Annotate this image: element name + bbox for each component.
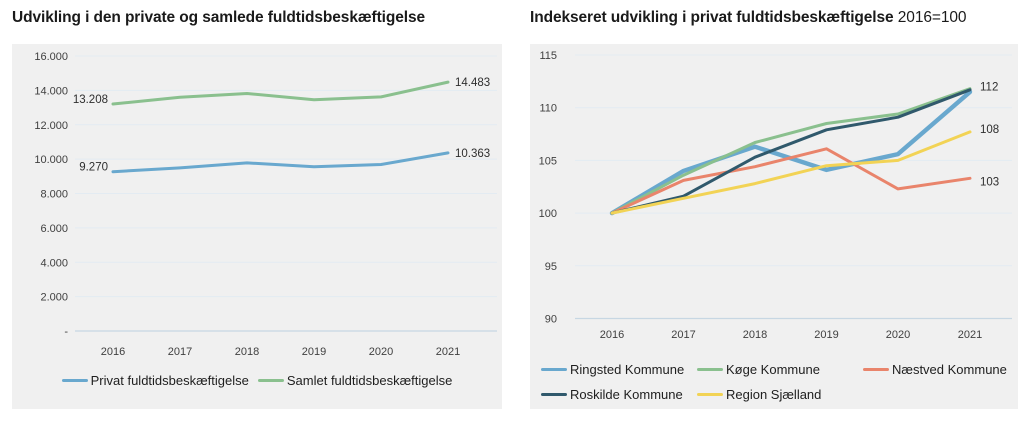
x-tick-label: 2017 (168, 346, 192, 358)
y-tick-label: 110 (539, 103, 557, 115)
legend-label: Næstved Kommune (892, 362, 1007, 377)
legend-item: Privat fuldtidsbeskæftigelse (61, 373, 249, 388)
legend-line-swatch (697, 392, 723, 397)
legend-line-swatch (541, 392, 567, 397)
x-tick-label: 2021 (958, 329, 982, 341)
series-line (111, 80, 450, 106)
x-tick-label: 2019 (302, 346, 326, 358)
series-end-value-label: 108 (980, 124, 999, 136)
legend-item: Roskilde Kommune (541, 387, 697, 402)
y-tick-label: 115 (539, 50, 557, 62)
series-end-value-label: 14.483 (455, 77, 490, 89)
x-tick-label: 2018 (235, 346, 259, 358)
x-tick-label: 2019 (814, 329, 838, 341)
line-chart-svg: 16.000 14.000 12.000 10.000 8.000 6.000 4.000 2… (34, 51, 497, 358)
legend-label: Privat fuldtidsbeskæftigelse (90, 373, 249, 388)
x-tick-label: 2016 (101, 346, 125, 358)
y-tick-label: 4.000 (40, 257, 68, 269)
y-tick-label: 12.000 (34, 120, 68, 132)
y-tick-label: 8.000 (40, 189, 68, 201)
series-start-value-label: 9.270 (79, 162, 108, 174)
series-end-value-label: 103 (980, 176, 999, 188)
legend-item: Ringsted Kommune (541, 362, 697, 377)
legend-line-swatch (863, 367, 889, 372)
legend-label: Samlet fuldtidsbeskæftigelse (286, 373, 453, 388)
legend-line-swatch (61, 378, 88, 383)
series-end-value-label: 10.363 (455, 148, 490, 160)
y-tick-label: 14.000 (34, 85, 68, 97)
chart-legend: Privat fuldtidsbeskæftigelse Samlet fuldt… (12, 373, 502, 388)
chart-legend: Ringsted Kommune Køge Kommune Næstved Komm… (541, 362, 1007, 402)
legend-item: Køge Kommune (697, 362, 863, 377)
x-tick-label: 2018 (743, 329, 767, 341)
chart-title: Indekseret udvikling i privat fuldtidsbe… (530, 9, 966, 27)
y-tick-label: 105 (539, 155, 557, 167)
chart-title-suffix: 2016=100 (897, 9, 967, 26)
y-tick-label: 16.000 (34, 51, 68, 63)
x-tick-label: 2020 (369, 346, 393, 358)
y-tick-label: 100 (539, 208, 557, 220)
chart-title-text: Udvikling i den private og samlede fuldt… (12, 9, 425, 26)
series-start-value-label: 13.208 (73, 94, 108, 106)
legend-item: Samlet fuldtidsbeskæftigelse (257, 373, 453, 388)
legend-label: Ringsted Kommune (570, 362, 685, 377)
x-tick-label: 2017 (671, 329, 695, 341)
legend-line-swatch (541, 367, 567, 372)
series-line (111, 151, 450, 174)
y-tick-label: - (64, 326, 68, 338)
legend-label: Region Sjælland (726, 387, 822, 402)
legend-line-swatch (257, 378, 284, 383)
legend-label: Roskilde Kommune (570, 387, 683, 402)
legend-item: Næstved Kommune (863, 362, 1007, 377)
series-line (610, 88, 972, 215)
chart-plot-panel: 16.000 14.000 12.000 10.000 8.000 6.000 4.000 2… (12, 44, 502, 409)
series-line (610, 130, 972, 215)
chart-title-text: Indekseret udvikling i privat fuldtidsbe… (530, 9, 894, 26)
legend-label: Køge Kommune (726, 362, 820, 377)
y-tick-label: 95 (545, 261, 557, 273)
series-end-value-label: 112 (980, 82, 998, 94)
chart-title: Udvikling i den private og samlede fuldt… (12, 9, 425, 27)
x-tick-label: 2021 (436, 346, 460, 358)
x-tick-label: 2020 (886, 329, 910, 341)
legend-item: Region Sjælland (697, 387, 863, 402)
y-tick-label: 6.000 (40, 223, 68, 235)
y-tick-label: 90 (545, 314, 557, 326)
y-tick-label: 2.000 (40, 292, 68, 304)
y-tick-label: 10.000 (34, 154, 68, 166)
series-line (610, 87, 972, 215)
chart-plot-panel: 115 110 105 100 95 90 2016 2017 2018 2019 2020 2021… (530, 44, 1018, 409)
legend-line-swatch (697, 367, 723, 372)
x-tick-label: 2016 (600, 329, 624, 341)
series-line (610, 147, 972, 215)
line-chart-svg: 115 110 105 100 95 90 2016 2017 2018 2019 2020 2021… (539, 50, 1012, 341)
